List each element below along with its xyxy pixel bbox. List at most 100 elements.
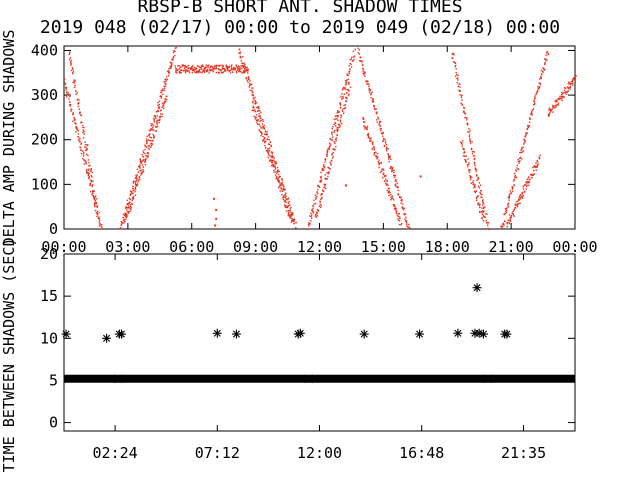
top-data-point bbox=[86, 153, 88, 156]
top-data-point bbox=[148, 139, 151, 141]
asterisk-point bbox=[478, 329, 488, 339]
top-data-point bbox=[375, 155, 377, 157]
top-data-point bbox=[80, 149, 83, 151]
top-data-point bbox=[331, 153, 333, 155]
top-data-point bbox=[321, 167, 324, 170]
top-data-point bbox=[191, 71, 193, 74]
top-data-point bbox=[477, 185, 480, 187]
top-data-point bbox=[403, 209, 405, 211]
asterisk-point bbox=[359, 329, 369, 339]
top-data-point bbox=[480, 189, 482, 192]
top-data-point bbox=[385, 182, 387, 185]
top-data-point bbox=[146, 152, 148, 154]
top-data-point bbox=[270, 151, 273, 153]
top-data-point bbox=[134, 188, 137, 190]
top-data-point bbox=[351, 56, 353, 58]
top-data-point bbox=[214, 224, 217, 227]
top-data-point bbox=[235, 64, 237, 66]
top-data-point bbox=[272, 165, 275, 167]
top-data-point bbox=[292, 218, 295, 220]
top-data-point bbox=[257, 106, 259, 109]
top-data-point bbox=[359, 56, 361, 59]
top-x-tick-label: 21:00 bbox=[489, 238, 534, 256]
top-data-point bbox=[141, 160, 143, 162]
top-data-point bbox=[461, 145, 463, 147]
top-data-point bbox=[191, 68, 193, 70]
top-data-point bbox=[291, 219, 294, 221]
top-data-point bbox=[165, 101, 167, 103]
top-data-point bbox=[561, 97, 563, 99]
top-data-point bbox=[396, 214, 399, 216]
top-data-point bbox=[476, 199, 478, 201]
top-data-point bbox=[469, 141, 471, 143]
top-data-point bbox=[252, 87, 254, 89]
top-data-point bbox=[358, 53, 361, 55]
top-data-point bbox=[348, 89, 350, 91]
top-data-point bbox=[91, 176, 93, 178]
top-data-point bbox=[523, 143, 525, 145]
top-data-point bbox=[390, 199, 392, 201]
top-data-point bbox=[473, 161, 476, 164]
top-data-point bbox=[247, 81, 249, 84]
top-data-point bbox=[218, 65, 220, 67]
top-data-point bbox=[284, 193, 287, 195]
top-data-point bbox=[263, 139, 265, 141]
top-data-point bbox=[324, 177, 327, 179]
top-data-point bbox=[319, 186, 321, 188]
top-data-point bbox=[290, 214, 293, 216]
top-data-point bbox=[70, 60, 72, 62]
top-data-point bbox=[342, 86, 345, 89]
top-data-point bbox=[336, 134, 338, 137]
top-data-point bbox=[458, 89, 460, 91]
top-data-point bbox=[318, 205, 321, 207]
top-data-point bbox=[92, 191, 94, 193]
top-data-point bbox=[391, 198, 393, 200]
top-data-point bbox=[127, 212, 130, 214]
top-data-point bbox=[284, 189, 286, 191]
top-data-point bbox=[464, 159, 466, 161]
top-data-point bbox=[371, 148, 373, 150]
top-data-point bbox=[392, 197, 394, 200]
top-data-point bbox=[398, 213, 401, 215]
top-data-point bbox=[157, 125, 159, 128]
top-data-point bbox=[271, 161, 273, 164]
top-data-point bbox=[198, 71, 201, 73]
top-data-point bbox=[152, 140, 154, 142]
top-data-point bbox=[176, 69, 179, 72]
top-data-point bbox=[218, 69, 220, 71]
top-data-point bbox=[85, 146, 87, 149]
top-data-point bbox=[254, 109, 256, 111]
top-data-point bbox=[362, 70, 364, 72]
top-data-point bbox=[511, 186, 513, 188]
top-data-point bbox=[136, 168, 139, 170]
top-data-point bbox=[81, 121, 83, 124]
top-data-point bbox=[217, 71, 219, 73]
top-data-point bbox=[238, 69, 241, 72]
top-data-point bbox=[241, 62, 244, 64]
top-data-point bbox=[386, 180, 388, 182]
top-data-point bbox=[207, 65, 209, 67]
top-data-point bbox=[319, 180, 321, 182]
top-data-point bbox=[75, 123, 77, 125]
top-data-point bbox=[573, 78, 575, 80]
top-data-point bbox=[336, 127, 338, 129]
top-data-point bbox=[408, 226, 411, 229]
top-data-point bbox=[78, 99, 80, 101]
top-data-point bbox=[378, 162, 381, 164]
top-data-point bbox=[174, 65, 176, 67]
top-data-point bbox=[325, 187, 327, 190]
top-data-point bbox=[335, 137, 338, 139]
top-data-point bbox=[562, 96, 565, 98]
top-data-point bbox=[149, 133, 151, 135]
top-data-point bbox=[92, 190, 94, 192]
top-data-point bbox=[274, 161, 277, 163]
top-data-point bbox=[252, 102, 254, 104]
top-data-point bbox=[517, 200, 519, 202]
top-data-point bbox=[463, 152, 465, 154]
top-data-point bbox=[541, 74, 543, 76]
top-data-point bbox=[245, 76, 247, 79]
top-data-point bbox=[83, 163, 85, 165]
top-data-point bbox=[471, 148, 473, 151]
top-data-point bbox=[481, 213, 484, 216]
top-data-point bbox=[361, 67, 364, 70]
